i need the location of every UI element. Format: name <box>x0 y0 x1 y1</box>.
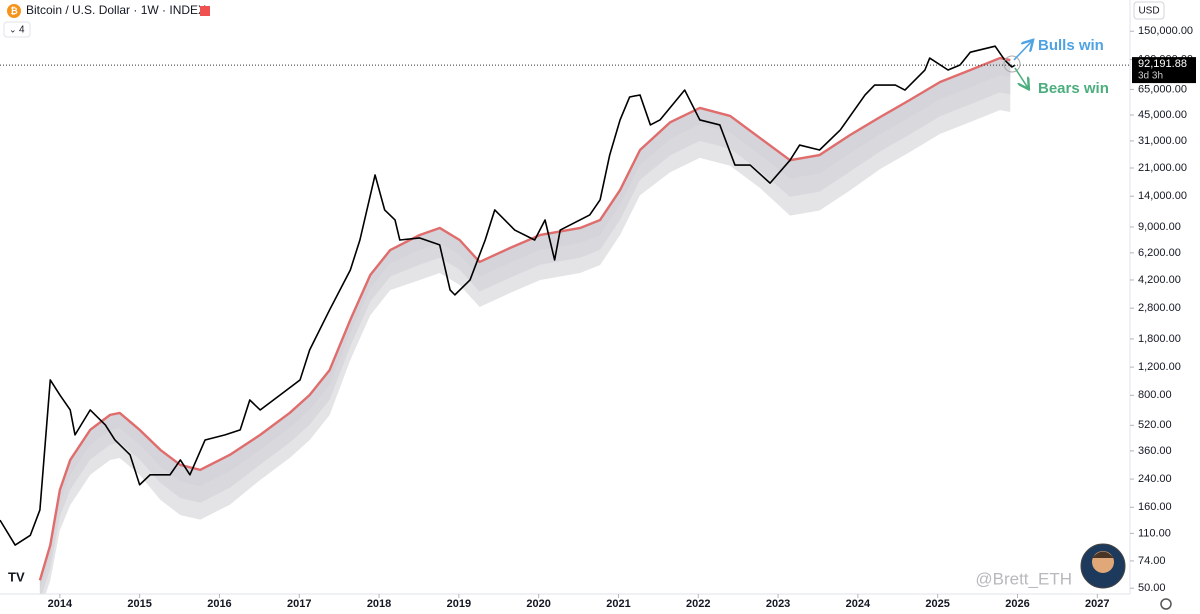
moving-average-line <box>38 56 1011 581</box>
y-tick-label: 1,800.00 <box>1138 333 1181 345</box>
annotation: Bears win <box>1038 80 1109 97</box>
y-tick-label: 240.00 <box>1138 473 1172 485</box>
countdown: 3d 3h <box>1138 71 1163 82</box>
x-tick-label: 2022 <box>686 598 710 610</box>
y-tick-label: 14,000.00 <box>1138 190 1187 202</box>
bull-arrow <box>1013 41 1032 61</box>
y-tick-label: 65,000.00 <box>1138 83 1187 95</box>
y-tick-label: 74.00 <box>1138 555 1166 567</box>
band-area <box>39 58 1011 594</box>
y-tick-label: 110.00 <box>1138 527 1171 539</box>
price-label-box <box>1132 57 1196 84</box>
y-tick-label: 6,200.00 <box>1138 247 1181 259</box>
x-tick-label: 2025 <box>925 598 949 610</box>
y-tick-label: 520.00 <box>1138 419 1172 431</box>
coin-symbol: ₿ <box>10 6 17 16</box>
x-tick-label: 2021 <box>606 598 630 610</box>
x-tick-label: 2018 <box>367 598 391 610</box>
status-flag <box>200 6 210 16</box>
y-tick-label: 45,000.00 <box>1138 109 1187 121</box>
avatar-hair <box>1092 551 1114 558</box>
indicator-count: 4 <box>19 25 25 36</box>
x-tick-label: 2014 <box>48 598 73 610</box>
logo: TV <box>8 569 25 584</box>
price-line <box>0 45 1016 546</box>
x-tick-label: 2017 <box>287 598 311 610</box>
price-label-text: 92,191.88 <box>1138 58 1187 70</box>
settings-icon[interactable] <box>1160 598 1172 610</box>
x-tick-label: 2026 <box>1005 598 1029 610</box>
x-tick-label: 2020 <box>526 598 550 610</box>
y-tick-label: 9,000.00 <box>1138 221 1181 233</box>
band-area <box>39 58 1011 591</box>
annotation: Bulls win <box>1038 37 1104 54</box>
watermark: @Brett_ETH <box>975 569 1072 588</box>
x-tick-label: 2027 <box>1085 598 1109 610</box>
y-tick-label: 150,000.00 <box>1138 25 1193 37</box>
chart-title: Bitcoin / U.S. Dollar · 1W · INDEX <box>26 3 206 17</box>
y-tick-label: 2,800.00 <box>1138 302 1181 314</box>
x-tick-label: 2016 <box>207 598 231 610</box>
toggle-caret: ⌄ <box>9 24 17 34</box>
x-tick-label: 2019 <box>447 598 471 610</box>
currency-box[interactable] <box>1133 1 1165 20</box>
y-tick-label: 50.00 <box>1138 582 1166 594</box>
currency: USD <box>1138 6 1159 17</box>
y-tick-label: 360.00 <box>1138 445 1172 457</box>
focus-circle <box>1003 55 1021 73</box>
y-tick-label: 1,200.00 <box>1138 361 1181 373</box>
x-tick-label: 2015 <box>127 598 151 610</box>
bear-arrow <box>1014 67 1028 88</box>
y-tick-label: 31,000.00 <box>1138 135 1187 147</box>
axes: 50.00 74.00 110.00 160.00 240.00 360.00 520.00… <box>48 25 1193 610</box>
y-tick-label: 800.00 <box>1138 389 1172 401</box>
x-tick-label: 2023 <box>766 598 790 610</box>
y-tick-label: 4,200.00 <box>1138 274 1181 286</box>
y-tick-label: 21,000.00 <box>1138 162 1187 174</box>
indicator-toggle[interactable] <box>3 21 31 38</box>
y-tick-label: 160.00 <box>1138 501 1172 513</box>
coin-icon <box>7 4 21 18</box>
plot <box>0 45 1130 594</box>
x-tick-label: 2024 <box>846 598 871 610</box>
